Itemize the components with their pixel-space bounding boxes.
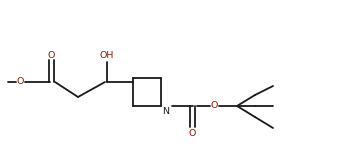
Text: N: N xyxy=(162,106,170,115)
Text: O: O xyxy=(188,129,196,137)
Text: OH: OH xyxy=(100,51,114,60)
Text: O: O xyxy=(210,102,218,111)
Text: O: O xyxy=(47,51,55,60)
Text: O: O xyxy=(16,78,24,86)
